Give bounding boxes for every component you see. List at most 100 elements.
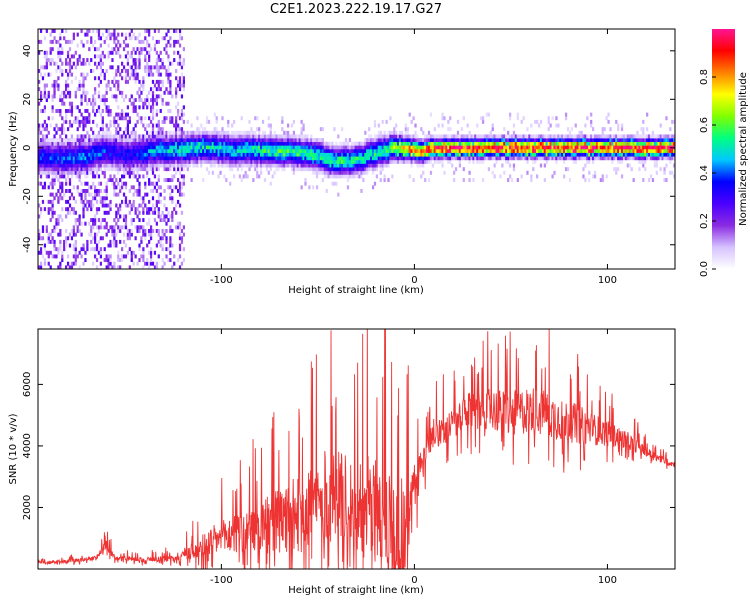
heatmap-cell [148, 232, 151, 237]
heatmap-cell [119, 138, 122, 143]
heatmap-cell [92, 174, 95, 179]
heatmap-cell [476, 138, 479, 143]
heatmap-cell [323, 149, 326, 153]
heatmap-cell [659, 123, 662, 128]
heatmap-cell [68, 145, 72, 150]
heatmap-cell [252, 130, 255, 135]
heatmap-cell [61, 69, 64, 73]
heatmap-cell [103, 189, 106, 193]
heatmap-cell [221, 138, 224, 143]
heatmap-cell [59, 159, 62, 164]
heatmap-cell [576, 156, 579, 161]
heatmap-cell [400, 134, 404, 139]
heatmap-cell [68, 141, 72, 146]
heatmap-cell [364, 163, 367, 168]
heatmap-cell [38, 149, 41, 153]
heatmap-cell [136, 189, 139, 193]
heatmap-cell [115, 232, 118, 237]
heatmap-cell [404, 159, 407, 164]
heatmap-cell [256, 145, 259, 150]
heatmap-cell [171, 159, 174, 164]
heatmap-cell [296, 149, 299, 153]
heatmap-cell [451, 163, 454, 168]
heatmap-cell [134, 159, 137, 164]
heatmap-cell [221, 149, 224, 153]
heatmap-cell [51, 181, 54, 186]
heatmap-cell [530, 152, 533, 157]
heatmap-cell [213, 112, 216, 117]
heatmap-cell [151, 123, 155, 128]
heatmap-cell [244, 130, 247, 135]
heatmap-cell [165, 141, 168, 146]
heatmap-cell [97, 54, 101, 59]
heatmap-cell [661, 134, 664, 139]
heatmap-cell [39, 138, 43, 143]
heatmap-cell [360, 156, 363, 161]
heatmap-cell [161, 98, 164, 103]
heatmap-cell [171, 156, 174, 161]
heatmap-cell [93, 101, 97, 106]
heatmap-cell [472, 145, 475, 150]
heatmap-cell [38, 141, 41, 146]
heatmap-cell [499, 141, 502, 146]
heatmap-cell [169, 159, 172, 164]
heatmap-cell [478, 149, 481, 153]
heatmap-cell [283, 134, 286, 139]
heatmap-cell [404, 127, 407, 132]
heatmap-cell [505, 145, 508, 150]
heatmap-cell [124, 185, 128, 190]
heatmap-cell [296, 159, 299, 164]
heatmap-cell [673, 138, 675, 143]
heatmap-cell [427, 141, 431, 146]
heatmap-cell [76, 87, 79, 92]
heatmap-cell [312, 152, 315, 157]
heatmap-cell [165, 156, 168, 161]
heatmap-cell [315, 167, 319, 172]
heatmap-cell [86, 247, 89, 252]
heatmap-cell [219, 145, 222, 150]
heatmap-cell [613, 167, 616, 172]
heatmap-cell [557, 156, 560, 161]
heatmap-cell [149, 163, 153, 168]
heatmap-cell [397, 141, 400, 146]
heatmap-cell [39, 265, 43, 269]
heatmap-cell [51, 210, 54, 215]
heatmap-cell [53, 83, 56, 88]
heatmap-cell [232, 156, 236, 161]
heatmap-cell [175, 29, 178, 33]
heatmap-cell [443, 141, 446, 146]
heatmap-cell [451, 141, 454, 146]
heatmap-cell [327, 159, 330, 164]
heatmap-cell [84, 94, 87, 99]
heatmap-cell [265, 152, 269, 157]
heatmap-cell [103, 210, 106, 215]
heatmap-cell [61, 130, 64, 135]
heatmap-cell [122, 254, 126, 259]
heatmap-cell [408, 141, 411, 146]
heatmap-cell [404, 134, 407, 139]
heatmap-cell [61, 159, 64, 164]
heatmap-cell [107, 243, 110, 248]
heatmap-cell [217, 134, 220, 139]
heatmap-cell [312, 149, 315, 153]
heatmap-cell [605, 134, 608, 139]
heatmap-cell [53, 152, 56, 157]
spectrogram-frame [37, 28, 676, 270]
heatmap-cell [140, 39, 143, 44]
heatmap-cell [393, 127, 396, 132]
heatmap-cell [155, 112, 158, 117]
heatmap-cell [619, 134, 622, 139]
heatmap-cell [65, 159, 68, 164]
heatmap-cell [420, 145, 423, 150]
heatmap-cell [138, 79, 141, 84]
heatmap-cell [92, 218, 95, 223]
heatmap-cell [292, 119, 296, 124]
heatmap-cell [66, 254, 70, 259]
heatmap-cell [597, 152, 601, 157]
heatmap-cell [128, 145, 131, 150]
heatmap-cell [271, 152, 274, 157]
heatmap-cell [148, 141, 151, 146]
heatmap-cell [200, 159, 203, 164]
heatmap-cell [180, 261, 184, 266]
heatmap-cell [97, 163, 101, 168]
